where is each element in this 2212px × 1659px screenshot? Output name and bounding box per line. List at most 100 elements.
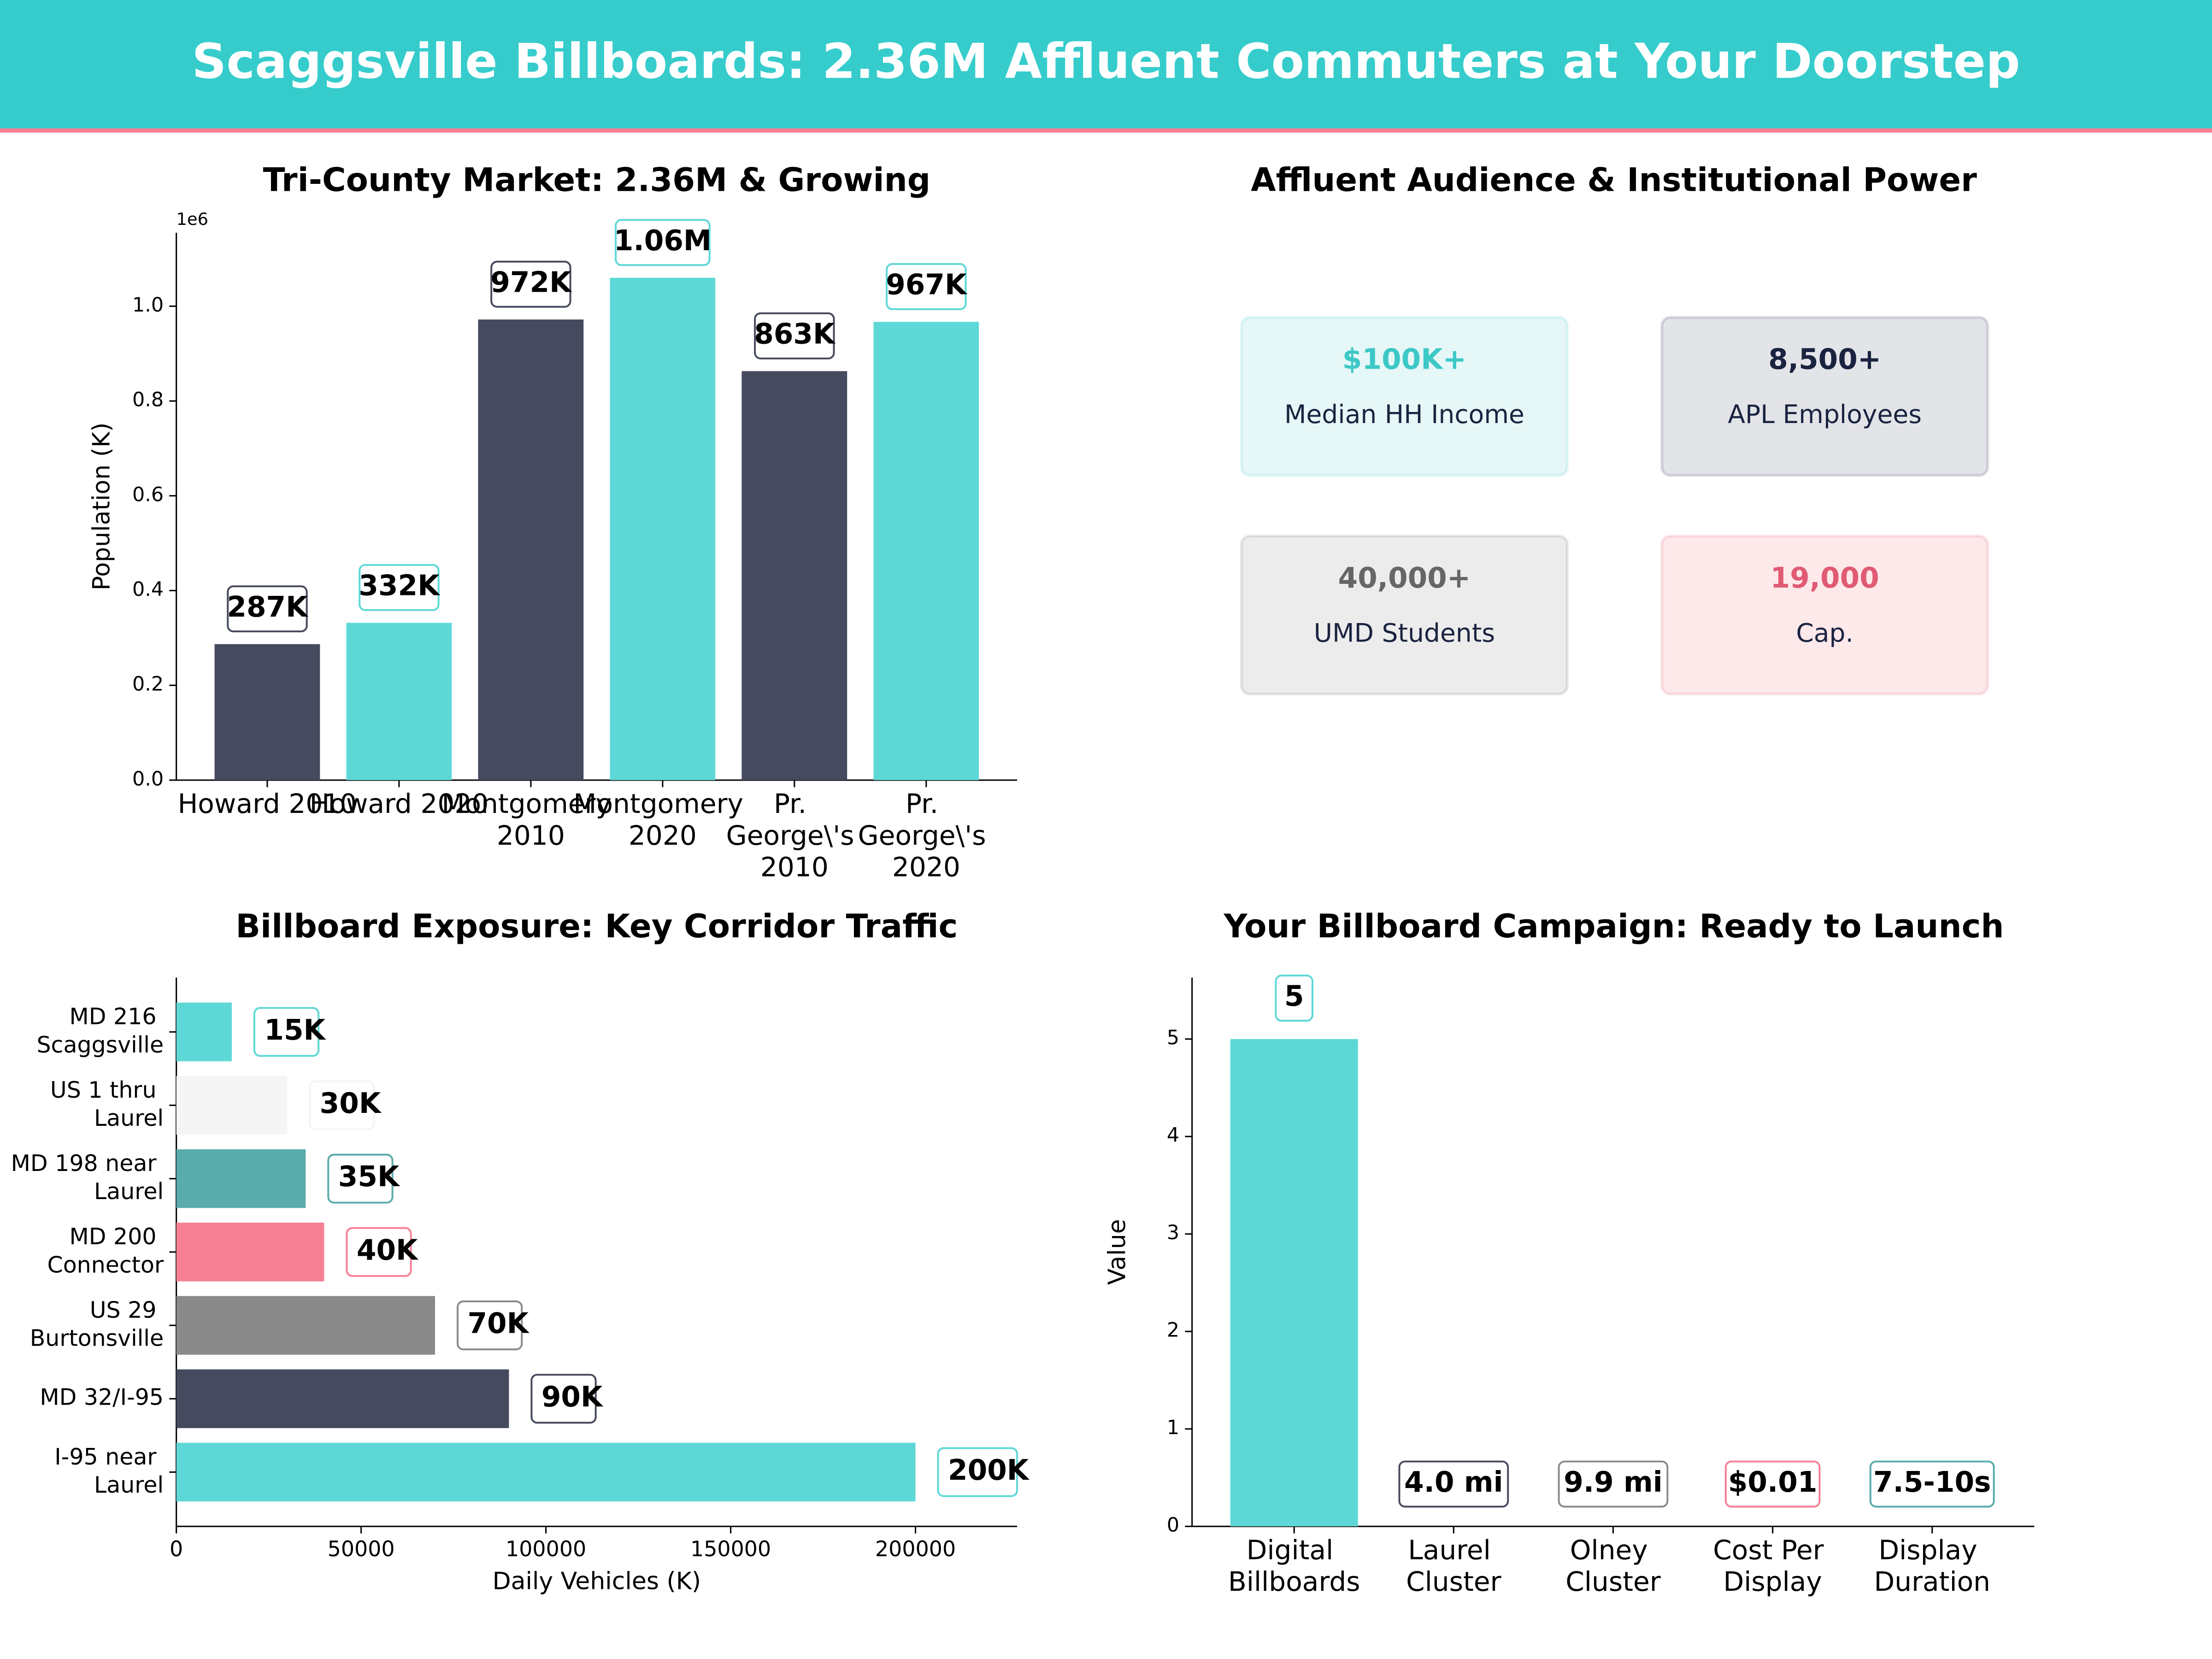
y-tick-label: 1.0 [132,294,164,317]
label-box [937,1447,1018,1497]
y-tick-label: MD 32/I-95 [40,1384,164,1411]
y-offset-text: 1e6 [176,209,208,229]
stat-card [1660,535,1989,696]
y-tick-label: MD 216 Scaggsville [36,1003,164,1058]
y-tick-label: 4 [1167,1124,1179,1147]
label-box [1398,1460,1509,1508]
label-box [1724,1460,1821,1508]
label-box [490,260,571,308]
x-axis-label: Daily Vehicles (K) [493,1568,701,1595]
value-label: 35K [338,1160,400,1193]
x-tick-label: 200000 [875,1536,956,1561]
value-label: 863K [754,318,836,350]
value-label: 287K [227,591,309,624]
value-label: 70K [467,1307,529,1340]
label-box [1275,974,1314,1022]
bar [176,1223,324,1282]
label-box [754,312,835,359]
stat-card [1660,316,1989,477]
y-tick-label: US 29 Burtonsville [30,1297,164,1351]
bar [741,371,847,780]
annotation: 4.0 mi [1404,1466,1503,1499]
label-box [1869,1460,1995,1508]
y-tick-label: I-95 near Laurel [54,1443,164,1498]
label-box [530,1374,597,1424]
y-tick-label: US 1 thru Laurel [50,1077,164,1131]
x-tick-label: Cost Per Display [1713,1534,1832,1597]
label-box [253,1007,320,1057]
stat-value: 19,000 [1771,562,1879,594]
value-label: 30K [320,1087,382,1120]
x-tick-label: Howard 2020 [310,788,489,819]
label-box [1558,1460,1669,1508]
label-box [346,1227,412,1277]
y-tick-label: 3 [1167,1221,1179,1244]
value-label: 5 [1284,980,1304,1012]
stat-label: UMD Students [1314,618,1495,648]
stat-card [1240,535,1569,696]
y-tick-label: 2 [1167,1319,1179,1342]
annotation: $0.01 [1728,1466,1818,1499]
x-tick-label: Olney Cluster [1565,1534,1661,1597]
label-box [457,1300,523,1351]
label-box [327,1153,394,1204]
value-label: 1.06M [614,224,712,257]
bar [176,1149,306,1208]
bar [176,1002,232,1061]
x-tick-label: Laurel Cluster [1406,1534,1501,1597]
bar [873,322,979,780]
stat-value: $100K+ [1342,343,1466,376]
y-tick-label: 0.0 [132,767,164,790]
label-box [227,585,308,633]
label-box [886,263,967,310]
y-tick-label: MD 198 near Laurel [11,1150,164,1205]
bar [1230,1039,1358,1527]
value-label: 15K [264,1014,326,1047]
header-band [0,0,2212,130]
header-rule [0,128,2212,133]
bar [176,1076,288,1135]
value-label: 967K [886,268,968,301]
label-box [359,564,440,611]
x-tick-label: Display Duration [1874,1534,1990,1597]
value-label: 200K [948,1454,1030,1487]
y-tick-label: 0.4 [132,578,164,601]
chart-title: Tri-County Market: 2.36M & Growing [263,161,930,199]
bar [176,1296,435,1355]
value-label: 972K [490,266,572,299]
x-tick-label: 50000 [328,1536,395,1561]
y-tick-label: 0.8 [132,388,164,412]
stat-label: Cap. [1796,618,1853,648]
x-tick-label: Montgomery 2010 [441,788,620,851]
x-tick-label: Howard 2010 [178,788,357,819]
x-tick-label: 150000 [690,1536,771,1561]
bar [478,319,584,780]
bar [610,277,716,780]
stat-card [1240,316,1569,477]
bar [214,644,320,780]
chart-title: Billboard Exposure: Key Corridor Traffic [235,907,958,945]
stat-value: 40,000+ [1338,562,1471,594]
y-tick-label: 5 [1167,1026,1179,1049]
annotation: 7.5-10s [1873,1466,1991,1499]
x-tick-label: Pr. George\'s 2020 [858,788,994,883]
y-tick-label: MD 200 Connector [47,1224,164,1278]
stat-label: APL Employees [1728,400,1922,429]
bar [346,623,452,780]
chart-title: Affluent Audience & Institutional Power [1251,161,1977,199]
x-tick-label: Montgomery 2020 [573,788,752,851]
y-tick-label: 0.2 [132,673,164,696]
x-tick-label: 0 [170,1536,183,1561]
stat-value: 8,500+ [1768,343,1881,376]
chart-title: Your Billboard Campaign: Ready to Launch [1224,907,2004,945]
stat-label: Median HH Income [1284,400,1524,429]
annotation: 9.9 mi [1564,1466,1663,1499]
y-axis-label: Value [1104,1219,1131,1285]
x-tick-label: Pr. George\'s 2010 [726,788,863,883]
y-tick-label: 1 [1167,1416,1179,1439]
value-label: 90K [541,1381,604,1413]
y-tick-label: 0 [1167,1514,1179,1537]
bar [176,1369,509,1428]
y-tick-label: 0.6 [132,483,164,506]
